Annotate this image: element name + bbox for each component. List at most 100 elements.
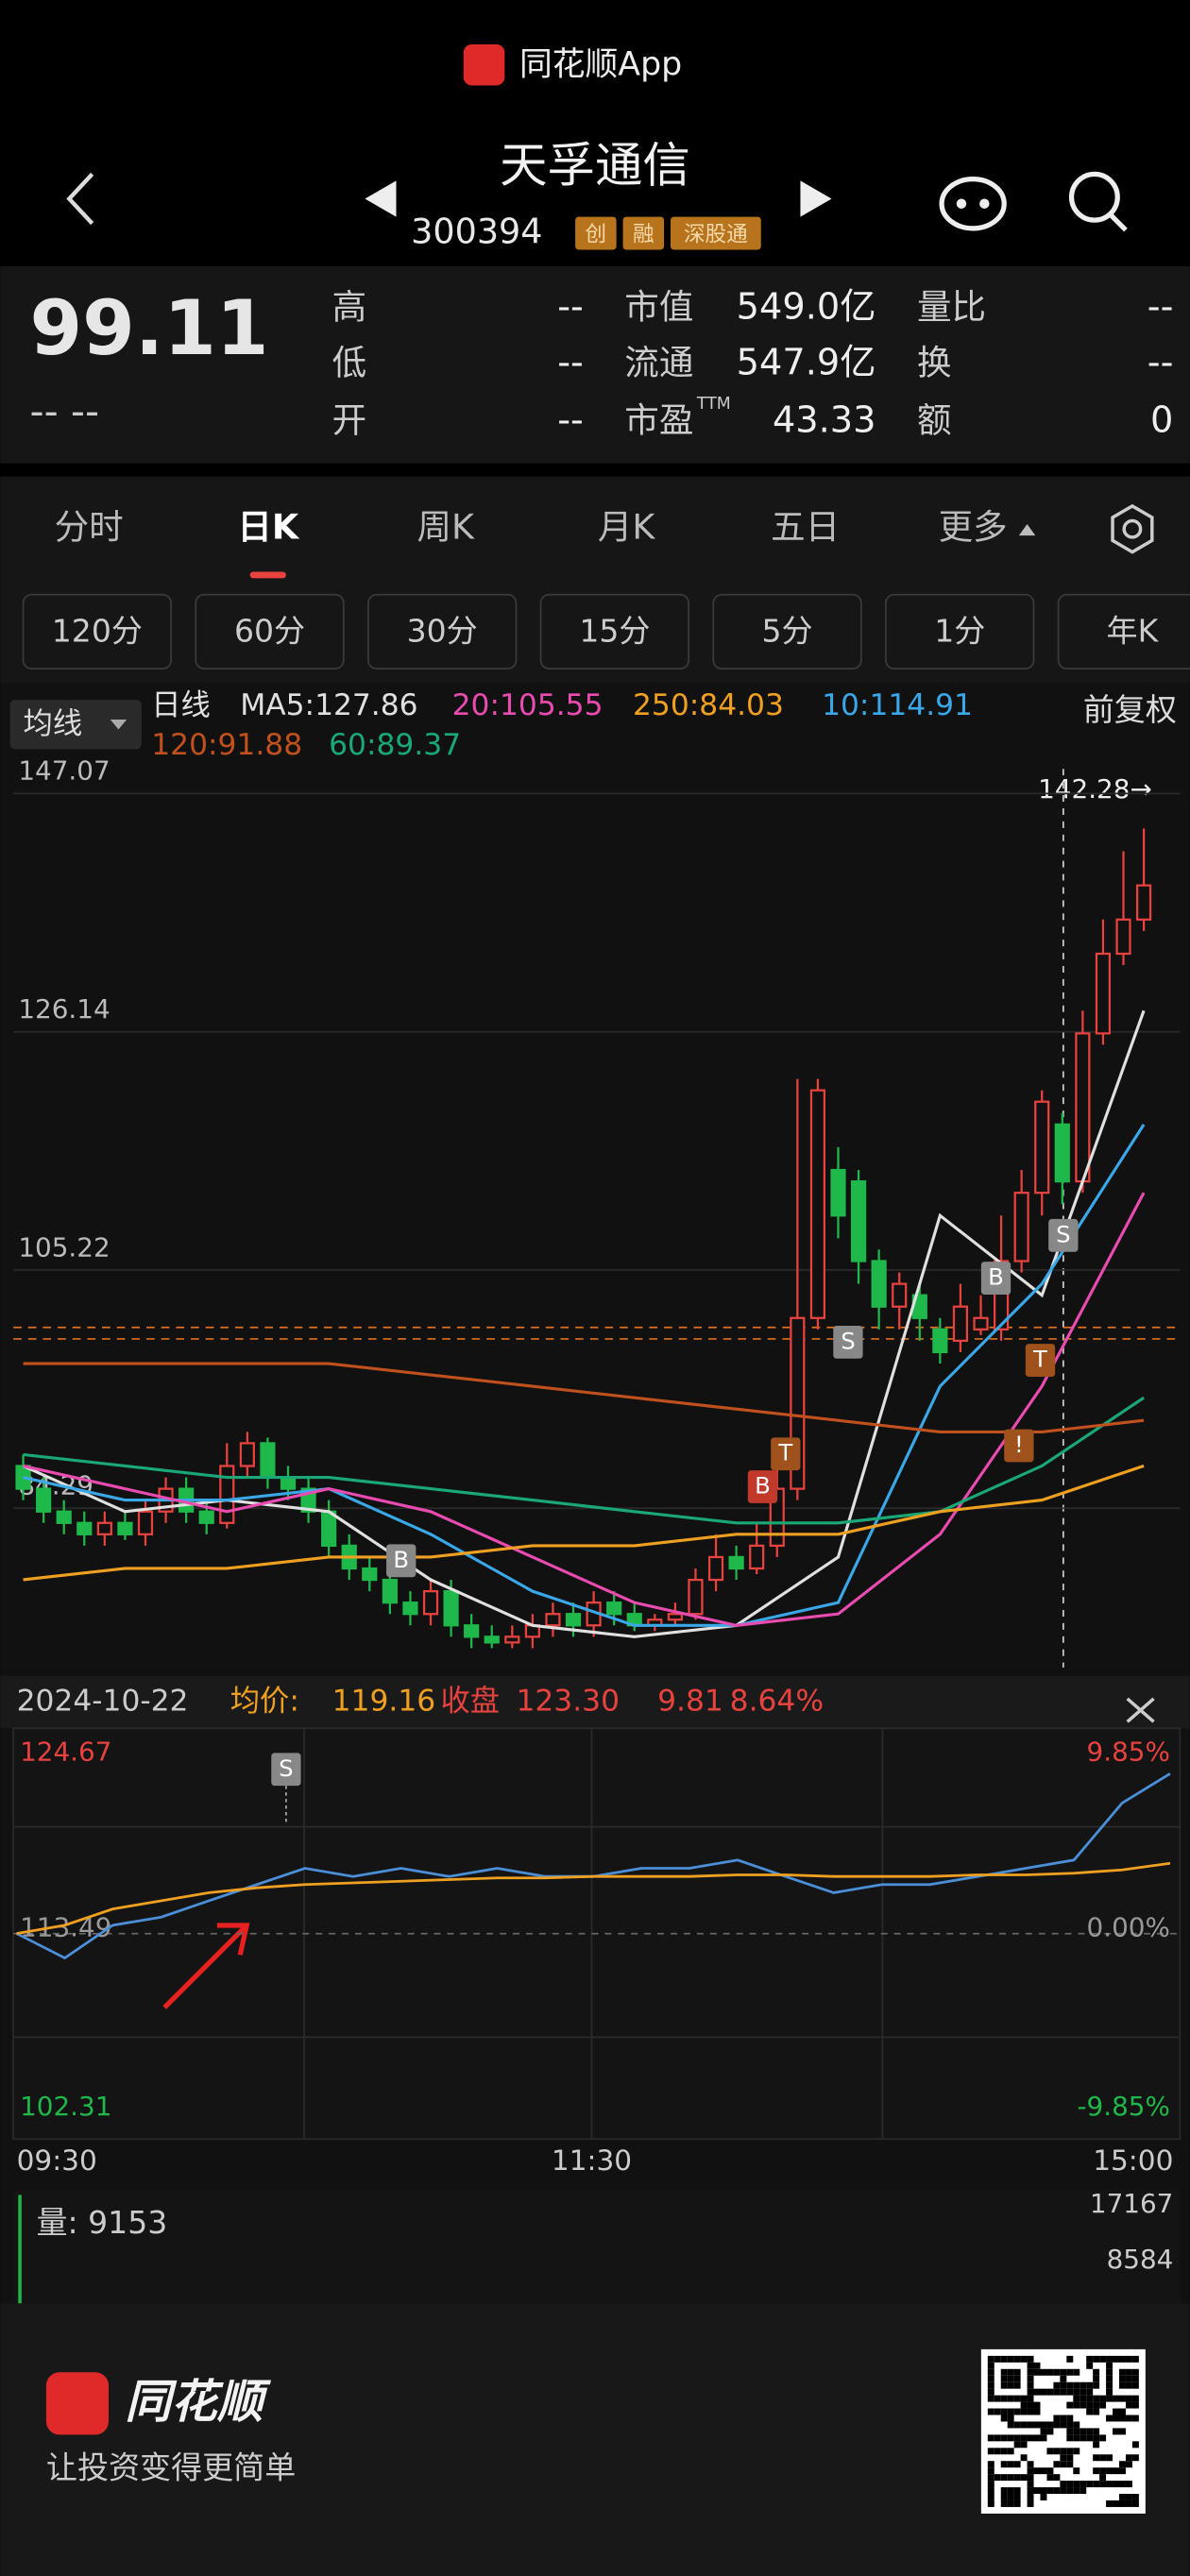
tab[interactable]: 更多 [939, 507, 1008, 548]
qr-cell [1086, 2381, 1094, 2389]
qr-cell [1131, 2415, 1139, 2422]
next-stock[interactable] [800, 180, 832, 217]
candle-body [707, 1555, 724, 1582]
qr-cell [1118, 2467, 1126, 2475]
field-sup: TTM [696, 395, 731, 414]
ma-line [23, 1396, 1145, 1525]
tab[interactable]: 月K [598, 507, 656, 548]
tab[interactable]: 日K [237, 507, 300, 548]
qr-cell [1118, 2415, 1126, 2422]
trade-marker: B [393, 1546, 409, 1573]
period-button[interactable] [367, 593, 518, 669]
back[interactable] [66, 172, 94, 226]
qr-cell [994, 2395, 1001, 2402]
qr-cell [1073, 2368, 1080, 2376]
qr-cell [994, 2448, 1001, 2455]
field-label: 量比 [917, 287, 986, 328]
qr-cell [1086, 2362, 1094, 2369]
qr-cell [1099, 2467, 1107, 2475]
qr-cell [1093, 2395, 1100, 2402]
qr-cell [1118, 2500, 1126, 2507]
qr-cell [1027, 2408, 1034, 2415]
ma-legend: 日线 [151, 688, 211, 722]
period-button[interactable] [539, 593, 690, 669]
qr-cell [987, 2381, 994, 2389]
qr-cell [1060, 2381, 1067, 2389]
qr-cell [1106, 2467, 1114, 2475]
qr-cell [994, 2408, 1001, 2415]
qr-cell [1066, 2428, 1074, 2435]
qr-cell [1073, 2467, 1080, 2475]
pct-tick-label: -9.85% [1077, 2091, 1169, 2122]
qr-cell [1080, 2481, 1087, 2488]
period-button[interactable] [1057, 593, 1190, 669]
trade-marker-bg [271, 1753, 301, 1787]
time-label: 11:30 [552, 2144, 632, 2177]
qr-cell [1080, 2428, 1087, 2435]
qr-cell [1000, 2487, 1008, 2495]
qr-cell [994, 2434, 1001, 2442]
qr-cell [1027, 2375, 1034, 2382]
qr-cell [1131, 2368, 1139, 2376]
robot-icon[interactable] [939, 177, 1007, 231]
ma-selector[interactable]: 均线 [24, 706, 83, 740]
candle-body [36, 1487, 52, 1513]
qr-cell [1027, 2362, 1034, 2369]
qr-cell [1046, 2467, 1054, 2475]
qr-cell [1113, 2395, 1119, 2402]
qr-cell [1040, 2428, 1047, 2435]
period-button[interactable] [22, 593, 173, 669]
qr-cell [1013, 2487, 1021, 2495]
trade-marker: S [279, 1754, 293, 1782]
qr-cell [1020, 2408, 1028, 2415]
settings-icon[interactable] [1111, 503, 1154, 554]
tab[interactable]: 五日 [771, 507, 840, 548]
period-button[interactable] [885, 593, 1035, 669]
close-detail[interactable] [1126, 1697, 1155, 1723]
qr-cell [1118, 2461, 1126, 2468]
brand: 同花顺 [125, 2376, 271, 2429]
qr-cell [1007, 2421, 1014, 2429]
period-button[interactable] [195, 593, 345, 669]
qr-cell [1000, 2368, 1008, 2376]
ma-legend: 20:105.55 [452, 688, 604, 722]
field-value: 43.33 [773, 399, 876, 442]
qr-cell [1118, 2355, 1126, 2363]
qr-cell [1086, 2428, 1094, 2435]
qr-cell [1080, 2381, 1087, 2389]
qr-cell [1007, 2461, 1014, 2468]
adjust-mode[interactable]: 前复权 [1083, 691, 1177, 728]
qr-cell [1000, 2395, 1008, 2402]
qr-cell [1125, 2395, 1132, 2402]
qr-cell [1020, 2434, 1028, 2442]
qr-cell [1013, 2461, 1021, 2468]
candle-body [321, 1510, 337, 1548]
qr-cell [1013, 2375, 1021, 2382]
search-icon[interactable] [1068, 171, 1128, 232]
qr-cell [987, 2494, 994, 2500]
qr-cell [1086, 2355, 1094, 2363]
qr-cell [1093, 2467, 1100, 2475]
qr-cell [1000, 2415, 1008, 2422]
prev-stock[interactable] [365, 180, 397, 217]
qr-cell [1033, 2487, 1041, 2495]
qr-cell [1013, 2381, 1021, 2389]
qr-cell [1060, 2461, 1067, 2468]
tab[interactable]: 分时 [55, 507, 124, 548]
qr-cell [1131, 2494, 1139, 2500]
qr-cell [1099, 2395, 1107, 2402]
candle-body [117, 1521, 133, 1535]
pct-tick-label: 0.00% [1087, 1912, 1170, 1943]
period-button[interactable] [712, 593, 862, 669]
qr-cell [1040, 2388, 1047, 2396]
badge: 融 [633, 222, 654, 246]
tab[interactable]: 周K [416, 507, 475, 548]
qr-cell [1099, 2434, 1107, 2442]
candle-body [402, 1602, 418, 1616]
field-value: 549.0亿 [737, 286, 876, 329]
candle-body [1115, 918, 1131, 956]
qr-cell [1131, 2375, 1139, 2382]
qr-cell [1013, 2368, 1021, 2376]
qr-cell [1013, 2500, 1021, 2507]
